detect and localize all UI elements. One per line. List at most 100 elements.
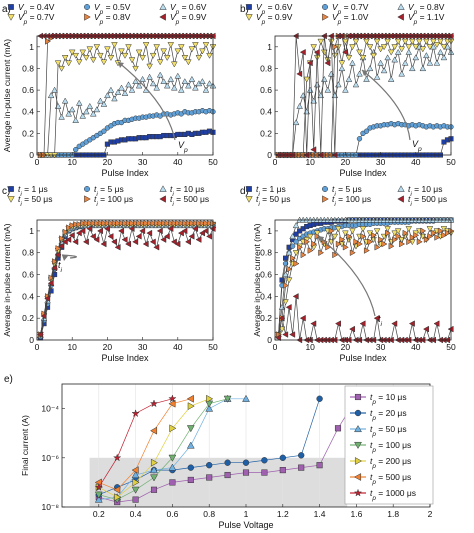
legend-marker (322, 4, 328, 10)
panel-label-c: c) (2, 186, 10, 197)
series-b-3 (275, 38, 455, 159)
data-point (107, 86, 115, 93)
series-e-6 (94, 394, 177, 491)
y-tick-label: 0.2 (260, 313, 272, 323)
y-tick-label: 0 (267, 150, 272, 160)
data-point (160, 78, 168, 84)
data-point (199, 219, 206, 227)
data-point (54, 251, 61, 259)
chart-panel-e: 0.2 0.4 0.6 0.8 1 1.2 1.4 1.6 1.8 2 10⁻⁸ 10⁻⁶ 10⁻⁴ Pu… (20, 383, 434, 530)
data-point (139, 55, 146, 62)
legend-marker (245, 14, 253, 21)
annotation-arrow: ti (58, 254, 77, 274)
data-point (185, 82, 192, 89)
data-point (285, 277, 293, 284)
series-d-5 (275, 293, 454, 344)
axes-frame (36, 35, 214, 156)
legend-label: ti = 500 μs (408, 194, 447, 208)
legend-label: Vp = 0.8V (408, 2, 445, 16)
data-point (114, 88, 122, 95)
y-tick-label: 1 (29, 226, 34, 236)
legend-label: ti = 50 μs (256, 194, 290, 208)
data-point (80, 219, 87, 227)
x-tick-label: 10 (305, 342, 315, 352)
arrow-head (362, 70, 368, 76)
data-point (191, 225, 198, 233)
data-point (61, 97, 69, 104)
data-point (97, 52, 104, 59)
data-point (169, 424, 177, 433)
data-point (175, 219, 182, 227)
legend-marker (397, 185, 405, 192)
data-point (346, 233, 353, 240)
arrow-path (61, 254, 77, 259)
y-tick-label: 0.6 (260, 85, 272, 95)
x-tick-label: 0.8 (203, 509, 215, 519)
data-point (441, 231, 448, 239)
shaded-region (89, 457, 348, 507)
data-point (437, 227, 444, 235)
data-point (94, 495, 103, 503)
data-point (286, 265, 293, 273)
data-point (101, 128, 107, 134)
data-point (324, 59, 331, 67)
data-point (89, 57, 97, 64)
data-point (363, 247, 370, 254)
data-point (206, 474, 213, 481)
data-point (149, 52, 157, 59)
data-point (93, 236, 100, 243)
data-point (146, 73, 153, 80)
data-point (131, 466, 139, 475)
series-d-2 (275, 216, 455, 338)
legend-label: Vp = 1.0V (332, 12, 369, 26)
data-point (444, 229, 451, 237)
data-point (352, 38, 360, 45)
legend-label: ti = 1 μs (256, 184, 286, 198)
data-point (140, 219, 147, 227)
data-point (132, 78, 139, 84)
legend-d: ti = 1 μs ti = 5 μs ti = 10 μs ti = 50 μs ti… (245, 184, 447, 208)
data-point (37, 331, 44, 338)
data-point (185, 219, 192, 227)
legend-b: Vp = 0.6V Vp = 0.7V Vp = 0.8V Vp = 0.9V Vp =… (245, 2, 445, 26)
y-tick-label: 0 (29, 150, 34, 160)
data-point (356, 49, 363, 56)
data-point (58, 242, 65, 250)
data-point (306, 59, 313, 67)
data-point (129, 219, 136, 227)
data-point (89, 233, 96, 240)
x-tick-label: 0.4 (130, 509, 142, 519)
data-point (310, 146, 317, 153)
legend-marker (322, 195, 329, 203)
data-point (153, 243, 160, 251)
x-axis-label: Pulse Index (101, 353, 149, 363)
series-e-1 (95, 395, 323, 498)
y-axis-label: Final current (A) (20, 415, 30, 476)
chart-panel-a: 0 10 20 30 40 50 0 0.2 0.4 0.6 0.8 1 Pulse Index Aver… (2, 2, 218, 178)
data-point (279, 277, 285, 283)
data-point (154, 219, 161, 227)
x-axis-label: Pulse Index (339, 353, 387, 363)
data-point (278, 326, 286, 333)
data-point (79, 49, 87, 56)
data-point (408, 65, 416, 72)
legend-marker (159, 195, 166, 203)
data-point (299, 92, 307, 99)
data-point (79, 112, 87, 119)
chart-panel-d: 0 10 20 30 40 50 0 0.2 0.4 0.6 0.8 1 Pulse Index Aver… (245, 184, 456, 363)
data-point (377, 46, 384, 53)
data-point (242, 459, 250, 466)
axes-frame (36, 219, 214, 341)
y-axis-label: Average in-pulse current (mA) (252, 223, 262, 336)
arrow-path (117, 61, 176, 141)
data-point (306, 86, 314, 93)
data-point (157, 219, 164, 227)
data-point (125, 240, 132, 248)
series-line (278, 45, 452, 156)
arrow-path (361, 69, 411, 141)
legend-label: ti = 100 μs (94, 194, 133, 208)
data-point (131, 486, 140, 494)
data-point (62, 228, 69, 236)
legend-label: Vp = 0.9V (256, 12, 293, 26)
data-point (300, 251, 307, 259)
